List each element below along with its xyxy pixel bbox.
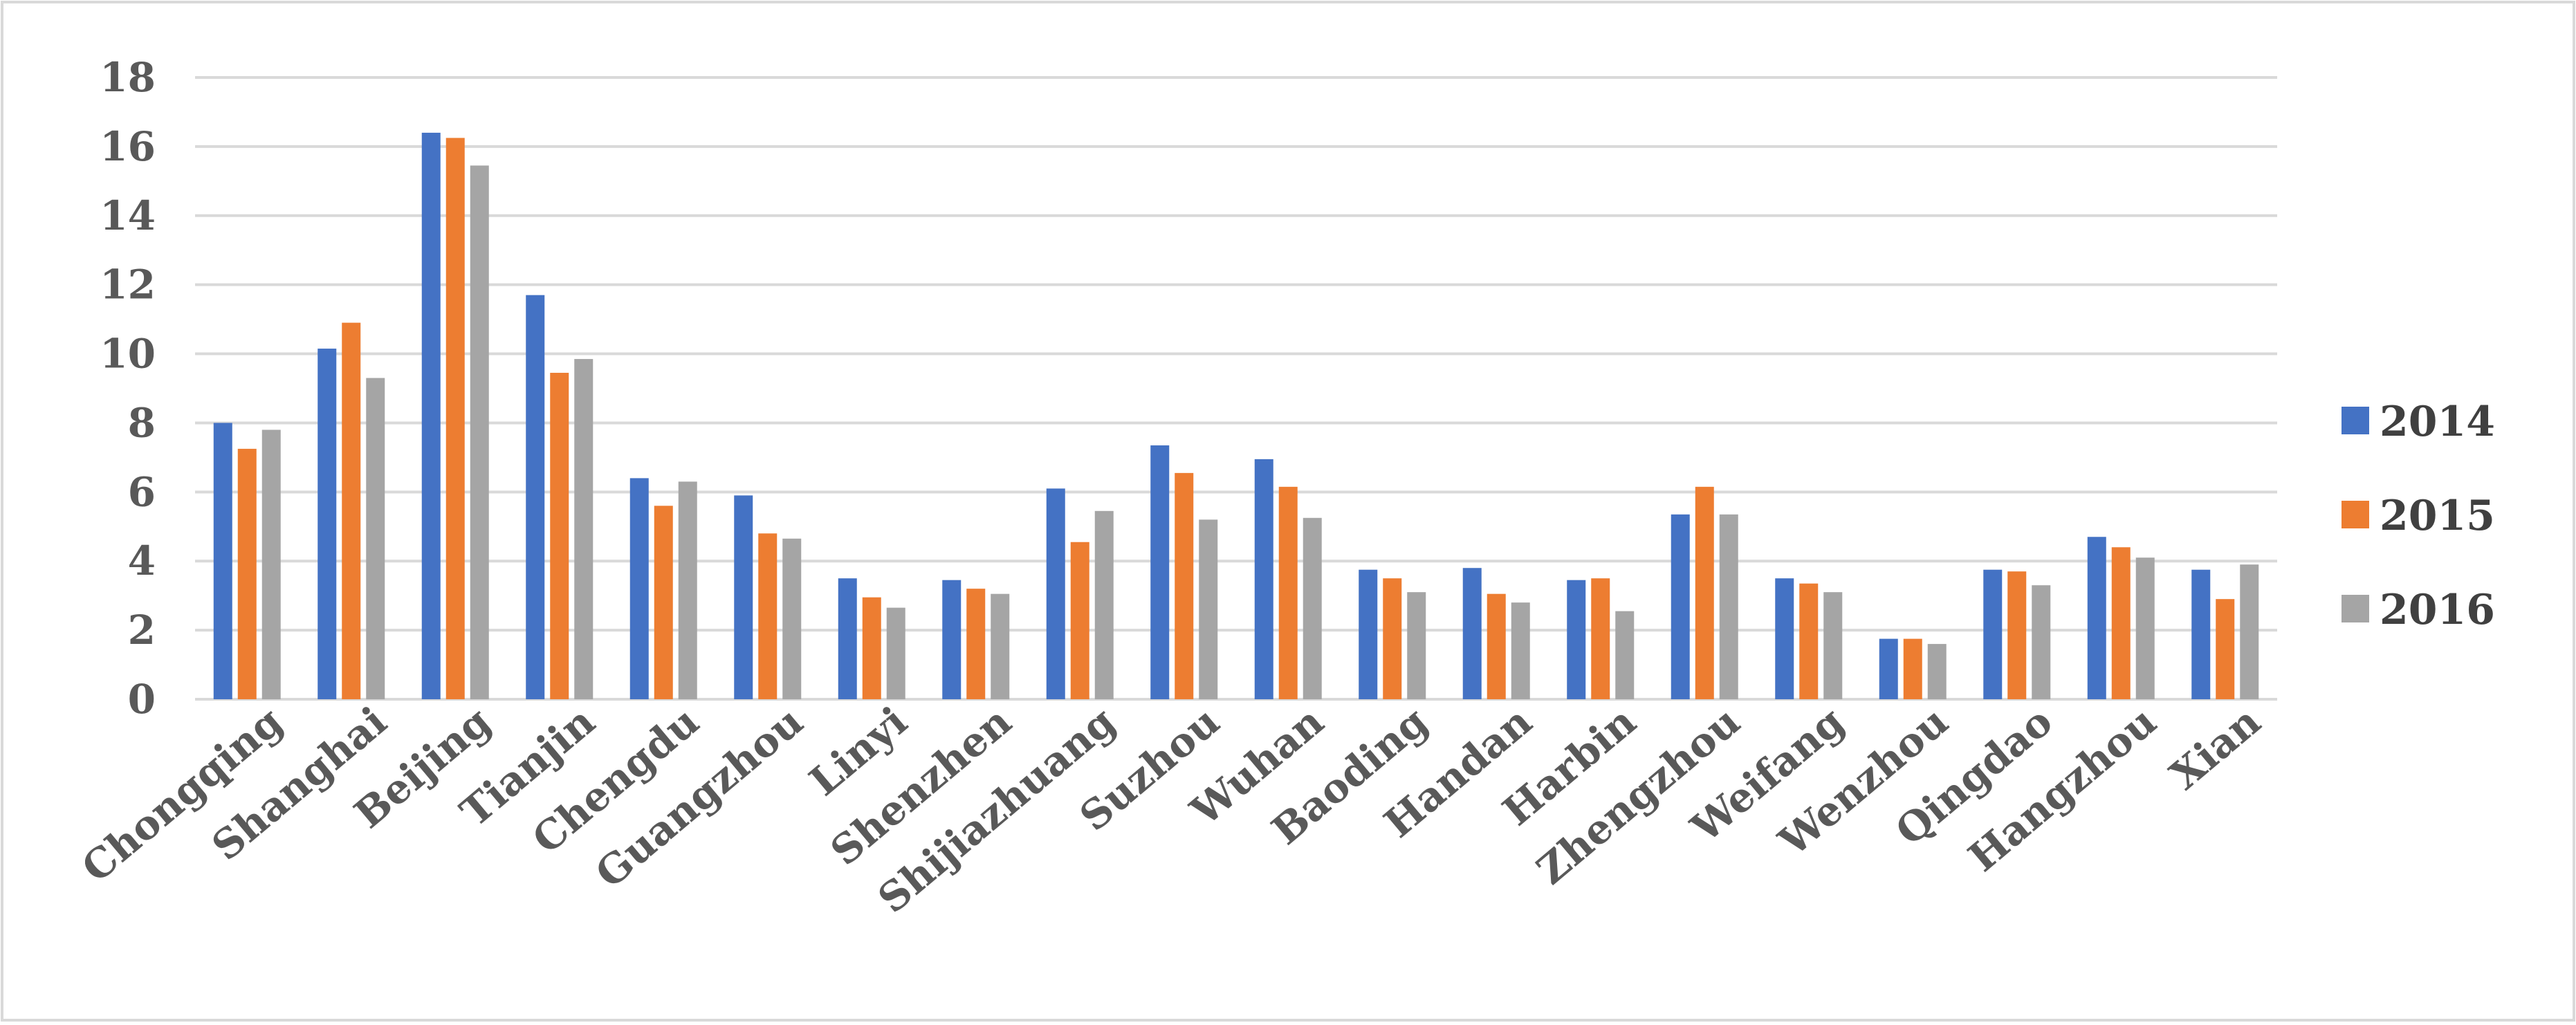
- legend: 2014 2015 2016: [2342, 398, 2495, 634]
- bar-2014-zhengzhou: [1671, 514, 1690, 699]
- bar-2016-shanghai: [366, 378, 385, 699]
- bar-2016-beijing: [470, 165, 489, 699]
- bar-2014-harbin: [1567, 580, 1586, 699]
- bar-2014-hangzhou: [2087, 537, 2106, 699]
- bar-2014-handan: [1462, 568, 1482, 699]
- bar-2014-shijiazhuang: [1046, 488, 1065, 699]
- bar-2015-chengdu: [654, 506, 673, 699]
- bar-2014-shanghai: [318, 349, 337, 699]
- bar-2015-linyi: [862, 597, 881, 699]
- bar-2014-wenzhou: [1879, 638, 1898, 699]
- bar-2014-shenzhen: [942, 580, 962, 699]
- bar-2015-qingdao: [2007, 571, 2027, 699]
- legend-label-2014: 2014: [2380, 398, 2495, 446]
- bar-2014-chengdu: [629, 478, 649, 699]
- bar-2014-baoding: [1359, 569, 1378, 699]
- bar-2015-beijing: [445, 138, 465, 699]
- bar-2016-wuhan: [1303, 517, 1322, 699]
- bar-2016-guangzhou: [782, 538, 802, 699]
- bar-2015-guangzhou: [758, 533, 778, 699]
- bar-2016-hangzhou: [2135, 557, 2155, 699]
- bar-2016-qingdao: [2032, 585, 2051, 699]
- bar-2016-wenzhou: [1927, 644, 1947, 699]
- y-tick-label: 8: [128, 399, 156, 446]
- y-tick-label: 4: [128, 537, 156, 584]
- bar-2014-beijing: [421, 132, 441, 699]
- bar-2014-xian: [2191, 569, 2211, 699]
- bar-2015-handan: [1487, 593, 1506, 699]
- bar-2014-tianjin: [526, 295, 545, 699]
- legend-label-2015: 2015: [2380, 492, 2495, 540]
- bar-2014-suzhou: [1150, 445, 1170, 699]
- bar-2015-tianjin: [550, 373, 569, 699]
- bar-2015-wenzhou: [1903, 638, 1922, 699]
- bar-2016-baoding: [1407, 592, 1426, 699]
- bar-2015-weifang: [1799, 583, 1819, 699]
- bar-2014-guangzhou: [734, 495, 753, 699]
- bar-2016-handan: [1511, 602, 1530, 699]
- bar-2015-hangzhou: [2111, 547, 2131, 699]
- bar-2016-linyi: [886, 607, 905, 699]
- y-tick-label: 2: [128, 607, 156, 654]
- bar-2016-chongqing: [261, 430, 281, 699]
- bar-2014-weifang: [1775, 578, 1794, 699]
- y-tick-label: 14: [100, 192, 156, 239]
- bars: [213, 132, 2259, 699]
- y-axis-ticks: 0 2 4 6 8 10 12 14 16 18: [100, 54, 156, 723]
- bar-2016-harbin: [1615, 611, 1635, 699]
- bar-2015-xian: [2216, 599, 2235, 699]
- bar-2016-weifang: [1823, 592, 1843, 699]
- y-tick-label: 12: [100, 261, 156, 308]
- y-tick-label: 0: [128, 676, 156, 723]
- bar-2014-chongqing: [213, 423, 232, 699]
- bar-2016-chengdu: [678, 481, 697, 699]
- bar-2015-wuhan: [1278, 486, 1298, 699]
- bar-2015-shanghai: [342, 322, 361, 699]
- bar-2015-chongqing: [237, 448, 257, 699]
- bar-2016-zhengzhou: [1719, 514, 1738, 699]
- y-tick-label: 16: [100, 123, 156, 170]
- bar-2016-shenzhen: [991, 593, 1010, 699]
- bar-2015-harbin: [1591, 578, 1610, 699]
- bar-2014-wuhan: [1254, 459, 1273, 699]
- bar-2016-suzhou: [1199, 519, 1218, 699]
- legend-swatch-2016: [2342, 595, 2369, 622]
- bar-2016-shijiazhuang: [1094, 510, 1114, 699]
- bar-2016-xian: [2240, 564, 2259, 699]
- bar-2015-zhengzhou: [1695, 486, 1714, 699]
- legend-swatch-2014: [2342, 407, 2369, 434]
- bar-2014-linyi: [838, 578, 857, 699]
- bar-2015-baoding: [1383, 578, 1402, 699]
- legend-label-2016: 2016: [2380, 586, 2495, 634]
- y-tick-label: 6: [128, 468, 156, 515]
- bar-2015-suzhou: [1175, 472, 1194, 699]
- y-tick-label: 18: [100, 54, 156, 101]
- legend-swatch-2015: [2342, 501, 2369, 528]
- bar-2015-shijiazhuang: [1070, 542, 1089, 699]
- bar-2015-shenzhen: [966, 589, 986, 699]
- y-tick-label: 10: [100, 331, 156, 378]
- bar-2016-tianjin: [574, 359, 594, 699]
- bar-2014-qingdao: [1983, 569, 2003, 699]
